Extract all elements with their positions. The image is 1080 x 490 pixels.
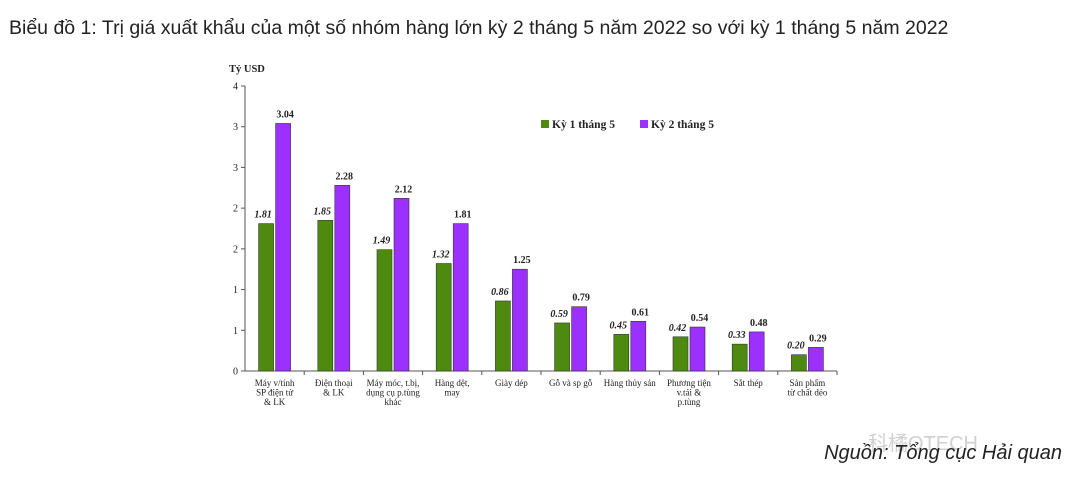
x-tick-label: Điện thoại [315, 378, 353, 388]
bar [512, 268, 528, 372]
bar [435, 263, 452, 372]
data-label: 2.28 [336, 171, 354, 182]
data-label: 0.33 [728, 330, 746, 341]
bar [731, 343, 748, 372]
data-label: 3.04 [276, 109, 294, 120]
x-tick-label: Phương tiện [667, 378, 711, 388]
x-tick-label: may [444, 388, 460, 398]
x-tick-label: & LK [264, 397, 286, 407]
source-note: Nguồn: Tổng cục Hải quan [824, 442, 1062, 464]
bar [808, 347, 824, 372]
y-tick-label: 3 [233, 122, 238, 133]
x-tick-label: Gỗ và sp gỗ [549, 378, 593, 388]
data-label: 1.32 [432, 250, 450, 261]
bar [258, 223, 274, 372]
y-axis-title: Tỷ USD [229, 64, 265, 75]
data-label: 0.48 [750, 318, 768, 329]
legend-swatch [640, 120, 648, 128]
x-tick-label: Máy v/tính [255, 378, 295, 388]
y-tick-label: 4 [233, 82, 238, 93]
x-tick-label: khác [385, 397, 402, 407]
x-tick-label: Giày dép [495, 378, 528, 388]
data-label: 1.81 [454, 210, 472, 221]
data-label: 0.45 [610, 320, 628, 331]
data-label: 2.12 [395, 184, 413, 195]
bar [571, 306, 587, 372]
legend-label: Kỳ 1 tháng 5 [552, 119, 615, 131]
bar [393, 198, 410, 372]
x-tick-label: Sắt thép [734, 378, 764, 388]
x-tick-label: & LK [323, 388, 345, 398]
page-title: Biểu đồ 1: Trị giá xuất khẩu của một số … [9, 17, 949, 39]
bar [748, 331, 765, 372]
bar [334, 185, 351, 372]
data-label: 0.54 [691, 313, 709, 324]
data-label: 1.25 [513, 255, 531, 266]
x-tick-label: Hàng thủy sản [604, 378, 656, 388]
data-label: 0.79 [572, 293, 590, 304]
y-tick-label: 0 [233, 367, 238, 378]
y-tick-label: 2 [233, 204, 238, 215]
data-label: 1.81 [254, 210, 272, 221]
x-tick-label: p.tùng [678, 397, 701, 407]
bar [317, 220, 334, 372]
x-tick-label: SP điện tử [256, 388, 294, 398]
watermark: 科橘OTECH [868, 433, 978, 455]
data-label: 0.20 [787, 341, 805, 352]
y-tick-label: 3 [233, 163, 238, 174]
legend-label: Kỳ 2 tháng 5 [651, 119, 714, 131]
y-tick-label: 1 [233, 326, 238, 337]
x-tick-label: Máy móc, t.bị, [367, 378, 420, 388]
x-tick-label: Hàng dệt, [435, 378, 470, 388]
bar [554, 322, 570, 372]
data-label: 1.85 [314, 206, 332, 217]
bar [791, 354, 807, 372]
data-label: 0.42 [669, 323, 687, 334]
bar [275, 123, 291, 372]
x-tick-label: từ chất dẻo [787, 388, 827, 398]
bar [495, 300, 511, 372]
legend-swatch [541, 120, 549, 128]
y-tick-label: 2 [233, 244, 238, 255]
data-label: 0.59 [550, 309, 568, 320]
bar [376, 249, 393, 372]
data-label: 1.49 [373, 236, 391, 247]
bar [689, 326, 706, 372]
x-tick-label: v.tải & [677, 388, 701, 398]
data-label: 0.29 [809, 333, 827, 344]
bar [672, 336, 689, 372]
data-label: 0.86 [491, 287, 509, 298]
bar [452, 223, 469, 372]
x-tick-label: Sản phẩm [790, 378, 826, 388]
data-label: 0.61 [632, 307, 650, 318]
bar [630, 321, 647, 372]
y-tick-label: 1 [233, 285, 238, 296]
bar [613, 334, 630, 372]
x-tick-label: dụng cụ p.tùng [366, 388, 420, 398]
